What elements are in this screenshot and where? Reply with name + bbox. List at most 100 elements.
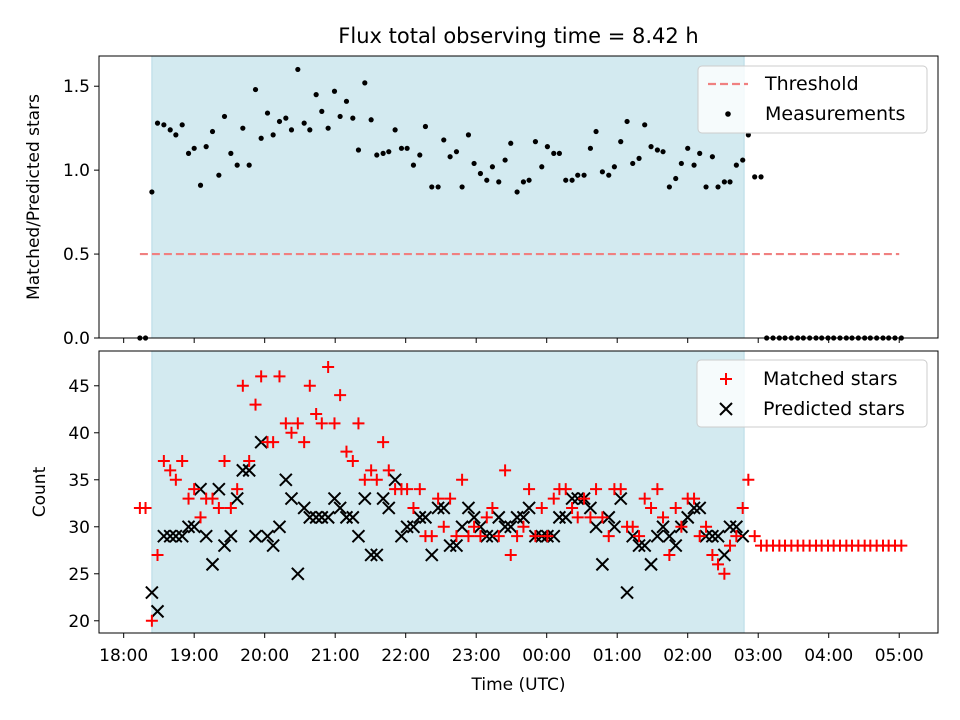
matched-star-point [164, 464, 177, 477]
measurement-point [642, 122, 648, 128]
matched-star-point [663, 548, 676, 561]
measurement-point [380, 150, 386, 156]
matched-star-point [370, 473, 383, 486]
predicted-star-point [559, 510, 573, 525]
matched-legend-swatch [720, 373, 732, 385]
matched-star-point [303, 379, 316, 392]
measurement-point [691, 162, 697, 168]
measurement-point [624, 118, 630, 125]
measurement-point [355, 147, 362, 153]
matched-star-point [365, 464, 378, 477]
measurement-point [288, 127, 295, 133]
measurement-point [575, 172, 581, 178]
matched-star-point [529, 530, 542, 543]
measurement-point [563, 177, 569, 183]
bottom-xtick-label: 19:00 [170, 646, 219, 666]
measurement-point [386, 149, 392, 155]
measurement-point [678, 160, 684, 167]
measurement-point [167, 127, 173, 133]
matched-star-point [706, 548, 719, 561]
measurement-point [197, 182, 204, 188]
measurement-point [721, 179, 727, 185]
predicted-star-point [297, 501, 311, 515]
predicted-star-point [644, 557, 658, 572]
predicted-star-point [376, 491, 390, 506]
measurement-point [514, 189, 520, 195]
predicted-star-point [388, 473, 402, 487]
predicted-star-point [346, 510, 360, 525]
predicted-star-point [394, 529, 409, 543]
matched-star-point [279, 417, 292, 430]
matched-star-point [176, 454, 189, 467]
predicted-star-point [418, 510, 433, 525]
matched-star-point [194, 511, 207, 524]
matched-star-point [291, 417, 304, 430]
bottom-legend-box [696, 359, 928, 428]
predicted-legend-swatch [719, 402, 733, 416]
matched-star-point [614, 483, 627, 496]
matched-star-point [895, 539, 908, 552]
predicted-star-point [443, 538, 457, 553]
matched-star-point [236, 379, 249, 392]
predicted-star-point [217, 538, 232, 553]
predicted-star-point [589, 520, 603, 534]
matched-star-point [645, 501, 658, 514]
measurement-point [429, 184, 435, 190]
matched-star-point [468, 520, 481, 533]
matched-star-point [718, 567, 731, 580]
predicted-star-point [358, 491, 372, 506]
measurement-point [709, 154, 715, 160]
predicted-star-point [705, 529, 720, 543]
measurement-point [593, 128, 599, 135]
matched-star-point [559, 483, 572, 496]
predicted-star-point [242, 463, 256, 478]
measurement-point [758, 174, 764, 180]
measurement-point [532, 139, 539, 145]
predicted-star-point [723, 520, 737, 534]
top-axes-frame [98, 55, 939, 339]
measurement-point [179, 122, 185, 128]
predicted-star-point [699, 529, 713, 543]
bottom-xtick-label: 22:00 [381, 646, 430, 666]
predicted-star-point [279, 473, 293, 487]
measurement-point [362, 80, 368, 86]
matched-star-point [315, 417, 328, 430]
predicted-star-point [181, 520, 196, 534]
matched-star-point [590, 483, 603, 496]
measurement-point [733, 162, 739, 168]
matched-star-point [742, 473, 755, 486]
measurement-point [740, 157, 746, 163]
measurement-point [697, 150, 703, 156]
measurement-point [337, 113, 343, 120]
measurement-point [350, 115, 356, 121]
chart-title: Flux total observing time = 8.42 h [338, 24, 698, 48]
predicted-legend-label: Predicted stars [763, 398, 905, 420]
measurement-point [453, 149, 460, 155]
bottom-xtick-label: 18:00 [99, 646, 148, 666]
predicted-star-point [364, 548, 378, 562]
matched-star-point [633, 530, 646, 543]
matched-star-point [456, 473, 469, 486]
bottom-xlabel: Time (UTC) [471, 675, 566, 695]
measurement-point [715, 184, 721, 190]
top-ytick-label: 0.0 [63, 329, 90, 349]
matched-star-point [571, 511, 584, 524]
predicted-star-point [449, 538, 464, 553]
predicted-star-point [455, 520, 469, 534]
matched-star-point [310, 407, 323, 420]
matched-star-point [218, 454, 231, 467]
predicted-star-point [498, 520, 512, 534]
predicted-star-point [510, 510, 524, 525]
predicted-star-point [370, 548, 384, 562]
measurement-point [191, 145, 197, 151]
measurement-point [161, 122, 167, 128]
measurement-point [374, 152, 380, 158]
measurement-point [752, 174, 758, 180]
measurement-point [599, 169, 606, 175]
predicted-star-point [637, 538, 652, 553]
matched-star-point [444, 492, 457, 505]
matched-star-point [249, 398, 262, 411]
predicted-star-point [735, 529, 750, 543]
measurement-point [703, 184, 709, 190]
measurement-point [673, 175, 679, 182]
